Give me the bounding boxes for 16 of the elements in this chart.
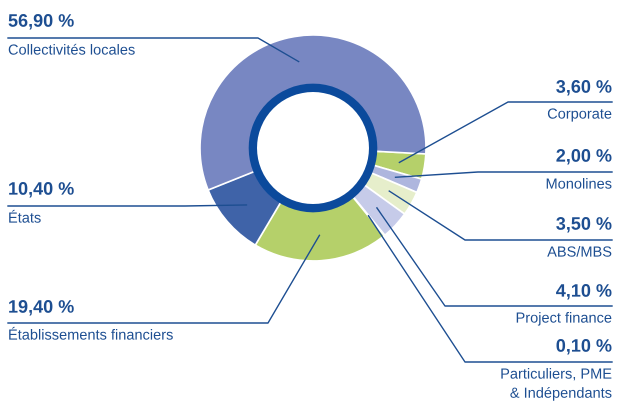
- slice-label: Monolines: [546, 178, 612, 189]
- data-label: 10,40 %: [9, 182, 74, 198]
- slice-label: ABS/MBS: [547, 246, 612, 257]
- data-label: 56,90 %: [8, 14, 74, 30]
- data-label: 4,10 %: [556, 284, 612, 300]
- slice-label: États: [9, 210, 41, 223]
- slice-label: Particuliers, PME & Indépendants: [501, 368, 612, 401]
- data-label: 19,40 %: [9, 300, 74, 316]
- slice-label: Établissements financiers: [9, 326, 173, 340]
- data-label: 2,00 %: [556, 149, 612, 164]
- slice-label: Collectivités locales: [8, 44, 135, 55]
- data-label: 3,60 %: [556, 80, 612, 96]
- data-label: 0,10 %: [556, 339, 612, 354]
- data-label: 3,50 %: [556, 217, 612, 232]
- slice-label: Corporate: [548, 108, 612, 122]
- slice-label: Project finance: [516, 312, 612, 326]
